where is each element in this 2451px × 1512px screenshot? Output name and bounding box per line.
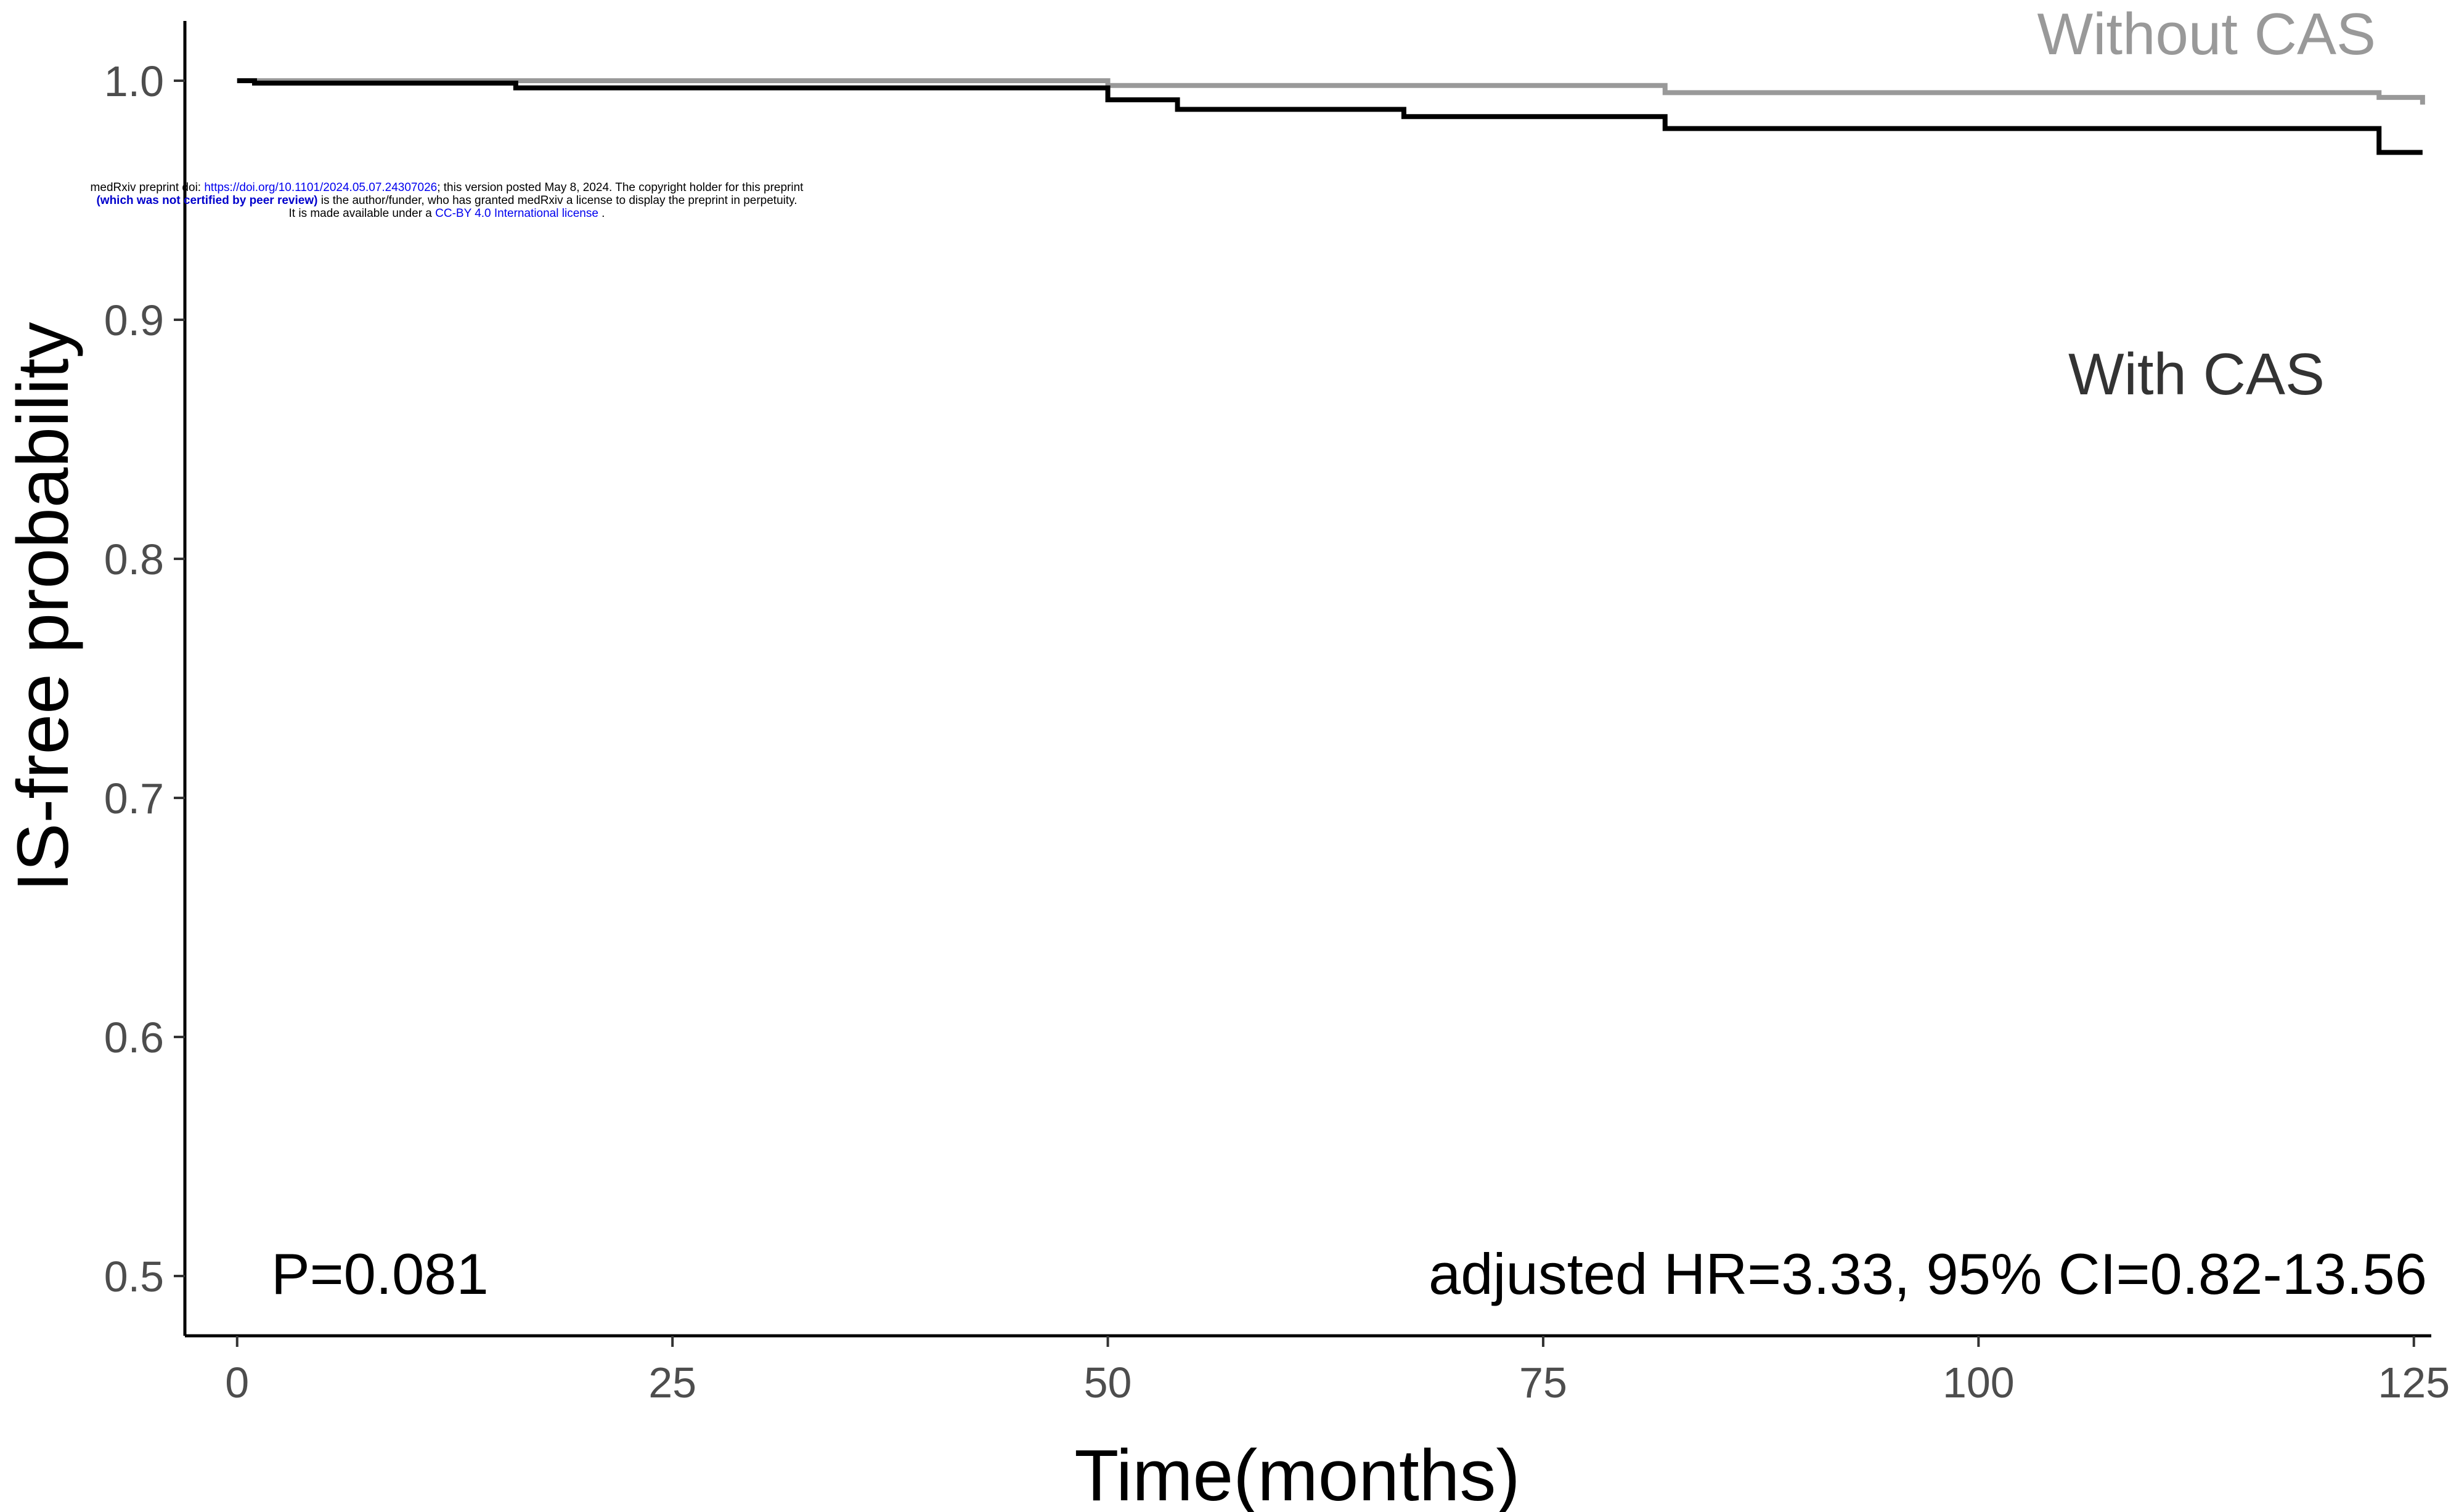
series-line-with-cas (237, 78, 2423, 155)
preprint-line-2: (which was not certified by peer review)… (96, 194, 797, 207)
series-line-without-cas (237, 78, 2425, 105)
x-tick-label: 100 (1943, 1359, 2015, 1407)
p-value-annotation: P=0.081 (271, 1242, 489, 1306)
axes: 0.5 0.6 0.7 0.8 0.9 1.0 0 25 50 75 100 125 (104, 21, 2450, 1407)
x-tick-label: 0 (225, 1359, 249, 1407)
y-tick-label: 0.9 (104, 296, 164, 344)
hazard-ratio-annotation: adjusted HR=3.33, 95% CI=0.82-13.56 (1429, 1242, 2427, 1306)
y-tick-label: 0.8 (104, 535, 164, 583)
y-axis-title: IS-free probability (2, 322, 84, 892)
x-tick-label: 50 (1084, 1359, 1132, 1407)
x-tick-label: 125 (2378, 1359, 2450, 1407)
x-tick-label: 25 (648, 1359, 696, 1407)
preprint-notice: medRxiv preprint doi: https://doi.org/10… (37, 181, 857, 220)
y-tick-label: 0.5 (104, 1253, 164, 1301)
series-layer (237, 78, 2425, 155)
license-link[interactable]: CC-BY 4.0 International license (435, 207, 598, 220)
x-tick-label: 75 (1519, 1359, 1567, 1407)
y-tick-label: 1.0 (104, 57, 164, 105)
legend-label-with-cas: With CAS (2068, 341, 2325, 407)
y-tick-label: 0.7 (104, 774, 164, 823)
y-tick-label: 0.6 (104, 1014, 164, 1062)
preprint-line-3: It is made available under a CC-BY 4.0 I… (288, 207, 605, 220)
preprint-line-1: medRxiv preprint doi: https://doi.org/10… (90, 181, 804, 194)
doi-link[interactable]: https://doi.org/10.1101/2024.05.07.24307… (204, 181, 438, 194)
x-axis-title: Time(months) (1074, 1435, 1520, 1512)
legend-label-without-cas: Without CAS (2037, 1, 2376, 67)
